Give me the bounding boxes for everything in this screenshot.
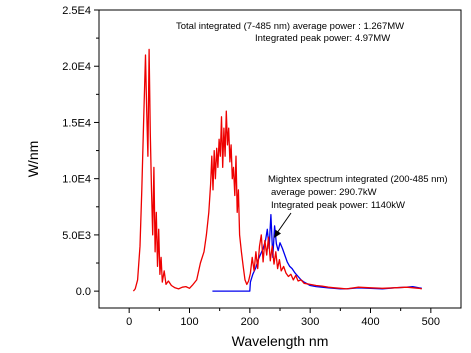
x-tick-label: 0 bbox=[126, 316, 132, 328]
x-tick-label: 500 bbox=[422, 316, 440, 328]
annotation-arrow bbox=[274, 212, 292, 238]
x-axis-label: Wavelength nm bbox=[232, 333, 329, 349]
y-tick-label: 2.0E4 bbox=[62, 61, 91, 73]
y-tick-label: 1.0E4 bbox=[62, 174, 91, 186]
series-line-total bbox=[132, 48, 422, 292]
annotation-total-peak: Integrated peak power: 4.97MW bbox=[255, 33, 390, 44]
x-tick-label: 100 bbox=[180, 316, 198, 328]
y-axis-label: W/nm bbox=[25, 141, 41, 178]
annotation-mightex-peak: Integrated peak power: 1140kW bbox=[271, 200, 405, 211]
series-layer bbox=[132, 48, 422, 292]
annotation-total-average: Total integrated (7-485 nm) average powe… bbox=[176, 21, 404, 32]
x-tick-label: 200 bbox=[241, 316, 259, 328]
annotation-mightex-title: Mightex spectrum integrated (200-485 nm) bbox=[268, 174, 448, 185]
series-line-mightex bbox=[212, 214, 422, 292]
annotation-mightex-average: average power: 290.7kW bbox=[271, 187, 377, 198]
y-tick-label: 2.5E4 bbox=[62, 5, 91, 17]
y-tick-label: 5.0E3 bbox=[62, 230, 91, 242]
y-tick-label: 1.5E4 bbox=[62, 117, 91, 129]
x-tick-label: 300 bbox=[301, 316, 319, 328]
y-tick-label: 0.0 bbox=[76, 286, 91, 298]
x-axis-ticks: 0 100 200 300 400 500 bbox=[126, 308, 440, 328]
y-axis-ticks: 0.0 5.0E3 1.0E4 1.5E4 2.0E4 2.5E4 bbox=[62, 5, 99, 298]
x-tick-label: 400 bbox=[361, 316, 379, 328]
